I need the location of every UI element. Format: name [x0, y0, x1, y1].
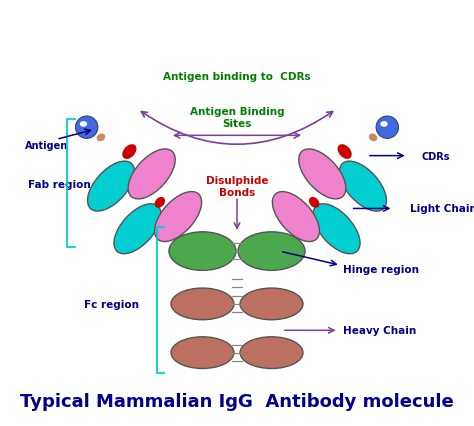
Ellipse shape: [337, 145, 352, 160]
Text: Fc region: Fc region: [83, 299, 138, 309]
Ellipse shape: [169, 232, 236, 271]
Text: Antigen Binding
Sites: Antigen Binding Sites: [190, 107, 284, 129]
Text: Antigen: Antigen: [25, 141, 68, 151]
Ellipse shape: [240, 288, 303, 320]
Ellipse shape: [309, 198, 319, 208]
Text: Fab region: Fab region: [27, 180, 91, 190]
Text: Light Chain: Light Chain: [410, 204, 474, 214]
Ellipse shape: [122, 145, 137, 160]
Ellipse shape: [369, 134, 377, 142]
Ellipse shape: [88, 162, 135, 212]
Text: Disulphide
Bonds: Disulphide Bonds: [206, 176, 268, 197]
Ellipse shape: [128, 150, 175, 199]
Ellipse shape: [75, 117, 98, 139]
Ellipse shape: [80, 122, 87, 127]
Ellipse shape: [155, 198, 165, 208]
Text: Heavy Chain: Heavy Chain: [343, 325, 416, 336]
Text: Antigen binding to  CDRs: Antigen binding to CDRs: [163, 72, 311, 82]
Ellipse shape: [273, 192, 319, 242]
Ellipse shape: [376, 117, 399, 139]
Ellipse shape: [313, 204, 360, 254]
Ellipse shape: [299, 150, 346, 199]
Ellipse shape: [339, 162, 386, 212]
Ellipse shape: [171, 288, 234, 320]
Ellipse shape: [240, 337, 303, 368]
Ellipse shape: [114, 204, 161, 254]
Text: CDRs: CDRs: [422, 151, 450, 161]
Text: Hinge region: Hinge region: [343, 265, 419, 275]
Ellipse shape: [238, 232, 305, 271]
Ellipse shape: [381, 122, 388, 127]
Text: Typical Mammalian IgG  Antibody molecule: Typical Mammalian IgG Antibody molecule: [20, 392, 454, 410]
Ellipse shape: [171, 337, 234, 368]
Ellipse shape: [155, 192, 201, 242]
Ellipse shape: [97, 134, 105, 142]
